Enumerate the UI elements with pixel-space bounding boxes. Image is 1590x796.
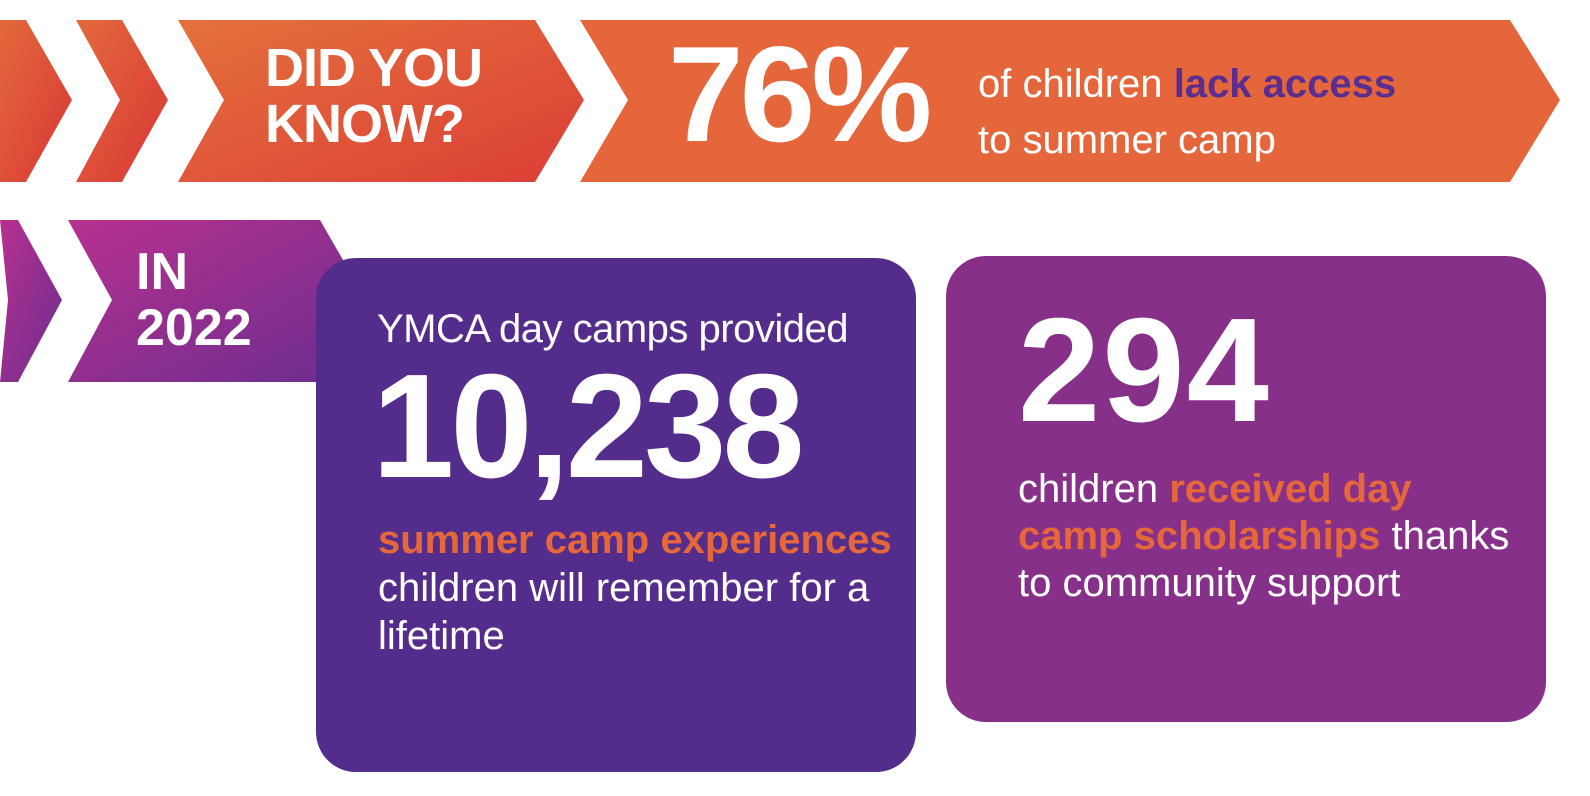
access-percent: 76% [668, 18, 932, 170]
scholarship-card [946, 256, 1546, 722]
camps-intro: YMCA day camps provided [377, 307, 848, 351]
did-you-know-banner [178, 20, 584, 182]
access-text-before: of children [978, 62, 1163, 106]
year-banner [68, 220, 366, 382]
camps-description: summer camp experiences children will re… [378, 516, 898, 660]
camps-card [316, 258, 916, 772]
camps-text-after: children will remember for a lifetime [378, 566, 870, 658]
scholarship-text-before: children [1018, 467, 1159, 511]
access-text-after: to summer camp [978, 118, 1276, 162]
year-line2: 2022 [136, 299, 252, 357]
chevron-arrow-3 [0, 220, 62, 382]
scholarship-highlight: received day camp scholarships [1018, 467, 1412, 558]
year-heading: IN 2022 [136, 244, 252, 356]
stat-banner [580, 20, 1560, 182]
did-you-line1: DID YOU [265, 38, 483, 98]
scholarship-description: children received day camp scholarships … [1018, 466, 1518, 607]
year-line1: IN [136, 243, 188, 301]
did-you-know-heading: DID YOU KNOW? [265, 38, 483, 154]
access-text: of children lack access to summer camp [978, 56, 1396, 168]
scholarship-text-after: thanks to community support [1018, 514, 1510, 605]
camps-highlight: summer camp experiences [378, 518, 892, 562]
access-highlight: lack access [1173, 62, 1397, 106]
chevron-arrow-2 [76, 20, 168, 182]
scholarship-number: 294 [1018, 288, 1271, 453]
did-you-line2: KNOW? [265, 94, 465, 154]
camps-number: 10,238 [372, 344, 805, 509]
chevron-arrow-1 [0, 20, 72, 182]
